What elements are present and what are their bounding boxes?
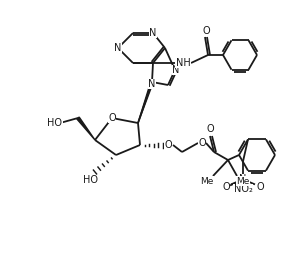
- Text: N: N: [114, 43, 122, 53]
- Text: Me: Me: [236, 176, 250, 186]
- Text: Me: Me: [200, 176, 214, 186]
- Text: O: O: [198, 138, 206, 148]
- Text: HO: HO: [82, 175, 98, 185]
- Text: O: O: [108, 113, 116, 123]
- Text: N: N: [149, 28, 157, 38]
- Text: O: O: [222, 182, 230, 192]
- Text: N: N: [148, 79, 156, 89]
- Polygon shape: [138, 82, 153, 123]
- Text: O: O: [164, 140, 172, 150]
- Text: O: O: [256, 182, 264, 192]
- Text: O: O: [202, 26, 210, 36]
- Text: N: N: [239, 174, 247, 185]
- Text: NO₂: NO₂: [234, 185, 253, 194]
- Text: N: N: [172, 65, 180, 75]
- Text: NH: NH: [175, 58, 190, 68]
- Text: O: O: [206, 124, 214, 134]
- Polygon shape: [77, 117, 95, 140]
- Text: HO: HO: [48, 118, 63, 128]
